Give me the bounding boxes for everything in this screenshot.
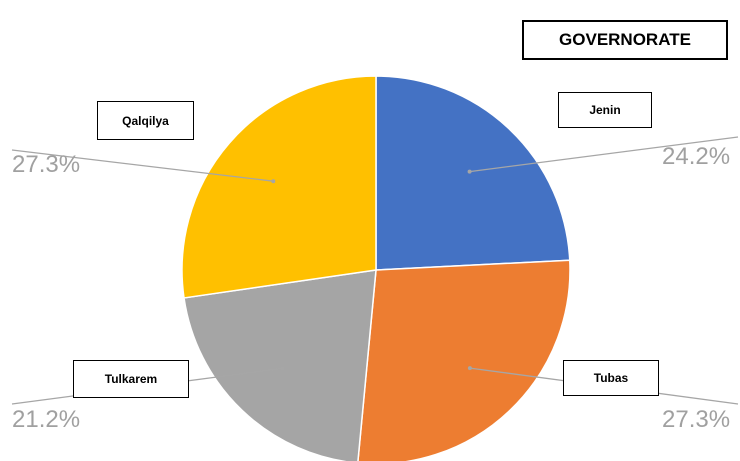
pie-slice-tulkarem — [183, 269, 377, 461]
pie-slice-qalqilya — [181, 75, 377, 299]
pie-slice-tubas — [357, 259, 571, 461]
category-label-tulkarem: Tulkarem — [73, 360, 189, 398]
value-label-tubas: 27.3% — [662, 406, 731, 433]
category-label-qalqilya: Qalqilya — [97, 101, 194, 140]
leader-dot-jenin — [467, 169, 472, 174]
leader-line-qalqilya — [11, 149, 274, 182]
pie-slices — [181, 75, 571, 461]
category-label-jenin: Jenin — [558, 92, 652, 128]
value-label-tulkarem: 21.2% — [12, 406, 81, 433]
value-label-jenin: 24.2% — [662, 143, 731, 170]
pie-slice-jenin — [375, 75, 571, 271]
leader-dot-qalqilya — [271, 179, 276, 184]
category-label-tubas: Tubas — [563, 360, 659, 396]
leader-dot-tubas — [467, 366, 472, 371]
leader-line-jenin — [469, 136, 739, 173]
chart-title: GOVERNORATE — [522, 20, 728, 60]
leader-dot-tulkarem — [280, 366, 285, 371]
value-label-qalqilya: 27.3% — [12, 151, 81, 178]
